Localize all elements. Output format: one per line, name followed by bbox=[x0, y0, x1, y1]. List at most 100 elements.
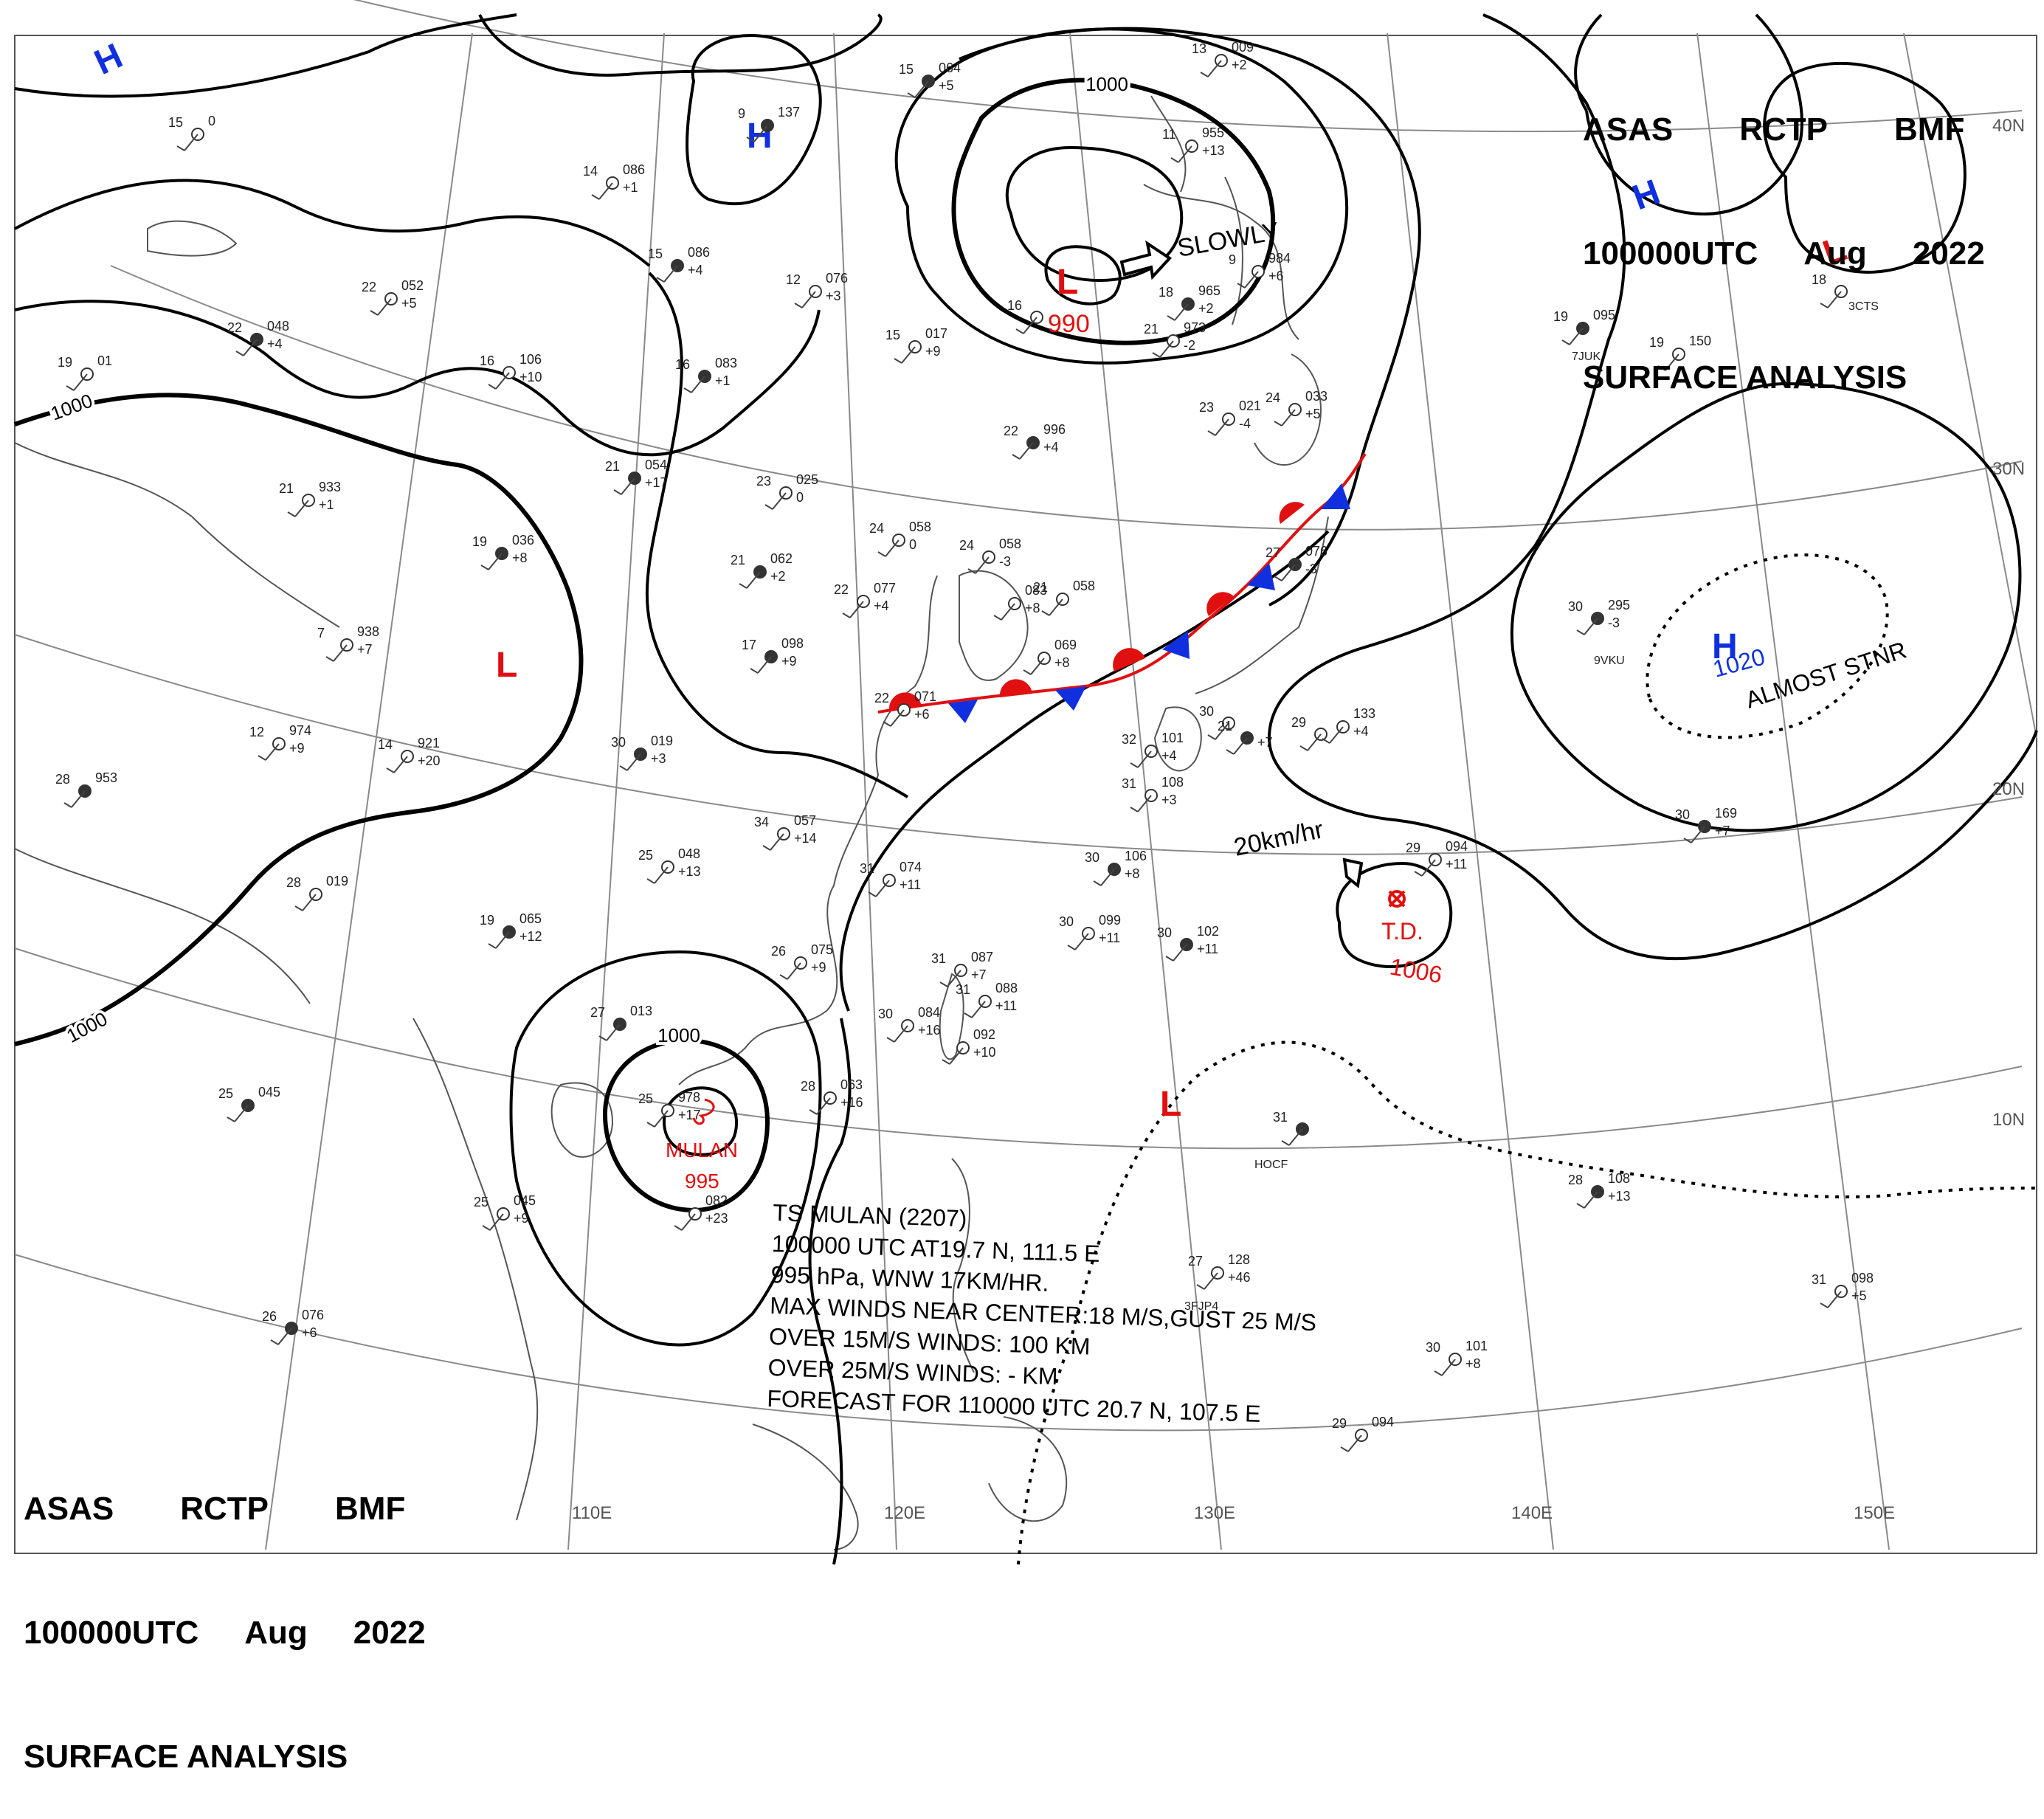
station-plot: 23 025 0 bbox=[756, 472, 818, 510]
header-time: 100000UTC bbox=[1583, 235, 1758, 272]
lon-label-110e: 110E bbox=[572, 1503, 612, 1523]
station-pressure: 058 bbox=[1073, 579, 1095, 593]
station-tendency: +3 bbox=[1161, 793, 1177, 807]
wind-barb-icon bbox=[674, 1213, 696, 1231]
india-coast bbox=[14, 848, 311, 1004]
station-plot: 9 137 bbox=[738, 105, 800, 142]
wind-barb-icon bbox=[967, 556, 990, 574]
wind-barb-icon bbox=[907, 80, 929, 98]
isobar-mulan-1000 bbox=[602, 1038, 770, 1213]
wind-barb-icon bbox=[1414, 859, 1436, 877]
station-pressure: 009 bbox=[1232, 40, 1254, 55]
wind-barb-icon bbox=[656, 265, 678, 283]
wind-barb-icon bbox=[488, 931, 510, 949]
station-temperature: 16 bbox=[675, 357, 690, 372]
header-year: 2022 bbox=[1912, 235, 1985, 272]
station-temperature: 25 bbox=[638, 848, 653, 863]
station-tendency: +10 bbox=[973, 1045, 996, 1060]
station-pressure: 033 bbox=[1305, 389, 1327, 404]
isobar-east-lower bbox=[1268, 730, 2038, 961]
isobar-central-west bbox=[645, 272, 909, 798]
station-plot: 29 bbox=[1291, 715, 1327, 751]
station-pressure: 048 bbox=[267, 319, 289, 334]
wind-barb-icon bbox=[1322, 726, 1344, 744]
station-plot: 14 086 +1 bbox=[583, 162, 645, 200]
station-tendency: +11 bbox=[1446, 857, 1467, 871]
wind-barb-icon bbox=[66, 373, 88, 391]
station-id: 9VKU bbox=[1594, 655, 1625, 667]
isobar-east-big bbox=[1268, 13, 1626, 739]
station-plot: 26 076 +6 bbox=[262, 1308, 324, 1345]
station-plot: 22 052 +5 bbox=[362, 278, 424, 316]
station-tendency: +6 bbox=[1268, 269, 1284, 283]
station-tendency: +5 bbox=[401, 296, 417, 311]
station-temperature: 28 bbox=[286, 875, 301, 890]
lon-labels: 110E 120E 130E 140E 150E bbox=[572, 1503, 1895, 1523]
station-plot: 19 01 bbox=[58, 353, 112, 391]
wind-barb-icon bbox=[939, 970, 961, 987]
station-pressure: 955 bbox=[1202, 125, 1224, 140]
station-temperature: 25 bbox=[218, 1086, 233, 1101]
station-temperature: 29 bbox=[1332, 1416, 1347, 1431]
isobar-label: 1000 bbox=[1085, 73, 1128, 95]
header-bottom-left: ASAS RCTP BMF 100000UTC Aug 2022 SURFACE ANA… bbox=[24, 1406, 426, 1819]
station-pressure: 098 bbox=[781, 636, 804, 651]
station-tendency: +6 bbox=[302, 1325, 317, 1340]
wind-barb-icon bbox=[482, 1213, 504, 1231]
coastlines bbox=[14, 95, 1329, 1550]
station-id: HOCF bbox=[1254, 1159, 1288, 1171]
isobar-td bbox=[1336, 861, 1453, 968]
station-pressure: 978 bbox=[678, 1090, 700, 1105]
station-tendency: +13 bbox=[678, 864, 701, 879]
header-top-right: ASAS RCTP BMF 100000UTC Aug 2022 SURFACE ANA… bbox=[1583, 27, 1985, 440]
station-temperature: 22 bbox=[1004, 424, 1018, 438]
station-pressure: 102 bbox=[1197, 924, 1219, 939]
ts-info-block: TS MULAN (2207) 100000 UTC AT19.7 N, 111… bbox=[767, 1197, 1320, 1431]
wind-barb-icon bbox=[646, 1110, 669, 1128]
wind-barb-icon bbox=[764, 492, 787, 510]
station-plot: 24 058 -3 bbox=[959, 536, 1021, 574]
station-plot: 29 094 bbox=[1332, 1415, 1394, 1452]
station-temperature: 9 bbox=[738, 106, 745, 121]
cold-front-triangle bbox=[1247, 563, 1275, 590]
mulan-pressure: 995 bbox=[685, 1170, 719, 1192]
station-pressure: 025 bbox=[796, 472, 818, 487]
station-tendency: +7 bbox=[1715, 824, 1730, 838]
station-pressure: 921 bbox=[418, 736, 440, 750]
station-plot: 31 098 +5 bbox=[1812, 1271, 1874, 1308]
station-ids: 7JUK 9VKU HOCF 3FJP4 3CTS bbox=[1184, 300, 1879, 1313]
station-pressure: 088 bbox=[995, 981, 1018, 995]
station-plot: 30 169 +7 bbox=[1675, 806, 1737, 843]
station-plot: 21 062 +2 bbox=[731, 551, 793, 589]
station-temperature: 30 bbox=[1675, 807, 1690, 822]
station-pressure: 094 bbox=[1446, 839, 1468, 854]
wind-barb-icon bbox=[386, 756, 408, 773]
station-plot: 15 086 +4 bbox=[648, 245, 710, 283]
wind-barb-icon bbox=[779, 962, 801, 980]
station-pressure: 048 bbox=[678, 846, 700, 861]
header-center: BMF bbox=[1894, 111, 1965, 148]
station-tendency: +4 bbox=[267, 336, 283, 351]
wind-barb-icon bbox=[1274, 564, 1296, 581]
station-temperature: 28 bbox=[55, 772, 70, 787]
station-plot: 15 0 bbox=[168, 114, 215, 151]
station-plot: 22 077 +4 bbox=[834, 581, 896, 618]
wind-barb-icon bbox=[294, 894, 317, 911]
station-temperature: 18 bbox=[1812, 272, 1826, 287]
isobar-ne-low bbox=[1763, 61, 1967, 274]
station-temperature: 25 bbox=[474, 1195, 488, 1209]
wind-barb-icon bbox=[1170, 145, 1192, 163]
wind-barb-icon bbox=[235, 339, 258, 356]
station-plot: 30 084 +16 bbox=[878, 1005, 941, 1043]
header-line3: SURFACE ANALYSIS bbox=[24, 1736, 426, 1778]
isobar-west-1000 bbox=[14, 393, 584, 1046]
wind-barb-icon bbox=[1274, 409, 1296, 427]
station-temperature: 22 bbox=[227, 320, 242, 335]
station-pressure: 106 bbox=[1125, 849, 1147, 863]
station-temperature: 31 bbox=[1812, 1272, 1826, 1287]
station-temperature: 11 bbox=[1162, 127, 1176, 142]
station-tendency: +46 bbox=[1228, 1270, 1251, 1285]
china-coast bbox=[678, 575, 938, 1085]
wind-barb-icon bbox=[1576, 618, 1598, 635]
station-tendency: +11 bbox=[900, 877, 921, 892]
